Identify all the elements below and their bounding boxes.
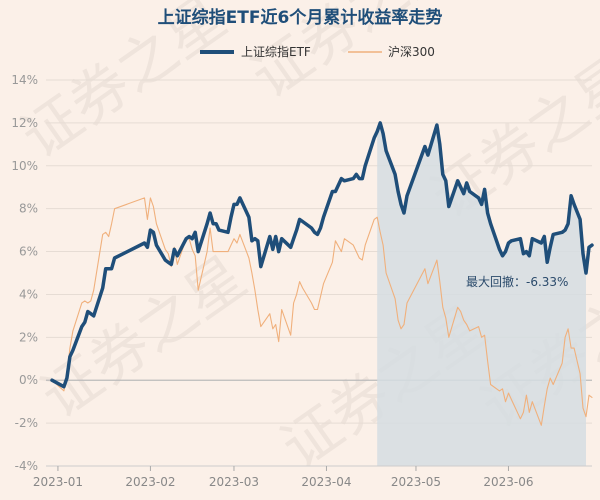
series-layer (50, 121, 594, 426)
x-tick-label: 2023-03 (209, 475, 259, 489)
x-tick-label: 2023-01 (33, 475, 83, 489)
y-tick-label: -2% (15, 416, 38, 430)
x-tick-label: 2023-04 (301, 475, 351, 489)
legend: 上证综指ETF 沪深300 (200, 44, 435, 59)
y-tick-label: -4% (15, 459, 38, 473)
y-tick-label: 10% (11, 159, 38, 173)
chart-title: 上证综指ETF近6个月累计收益率走势 (158, 7, 443, 28)
legend-label-hs300: 沪深300 (388, 45, 435, 59)
y-tick-label: 6% (19, 245, 38, 259)
y-tick-label: 0% (19, 373, 38, 387)
drawdown-shade-layer (377, 122, 586, 467)
series-line-etf (50, 121, 594, 389)
x-tick-label: 2023-05 (391, 475, 441, 489)
y-tick-label: 8% (19, 202, 38, 216)
series-line-hs300 (51, 197, 593, 426)
y-tick-label: 2% (19, 330, 38, 344)
y-axis: -4% -2% 0% 2% 4% 6% 8% 10% 12% 14% (11, 73, 38, 473)
y-tick-label: 12% (11, 116, 38, 130)
legend-label-etf: 上证综指ETF (241, 44, 311, 59)
y-tick-label: 14% (11, 73, 38, 87)
y-tick-label: 4% (19, 287, 38, 301)
x-tick-label: 2023-06 (483, 475, 533, 489)
x-tick-label: 2023-02 (125, 475, 175, 489)
x-axis: 2023-01 2023-02 2023-03 2023-04 2023-05 2023-… (33, 465, 592, 489)
max-drawdown-label: 最大回撤：-6.33% (466, 274, 568, 289)
drawdown-shade (377, 122, 586, 467)
